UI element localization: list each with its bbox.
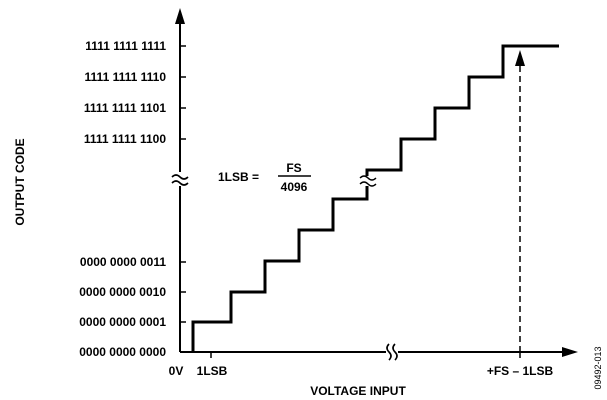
lsb-equation: 1LSB = FS 4096 [218, 161, 311, 194]
equation-lhs: 1LSB = [218, 170, 259, 184]
y-axis-title: OUTPUT CODE [13, 138, 27, 225]
x-tick-label-origin: 0V [169, 364, 184, 378]
x-tick-label-last: +FS – 1LSB [487, 364, 554, 378]
x-axis-arrowhead [562, 347, 578, 357]
staircase-lower [193, 183, 367, 352]
y-code-label: 1111 1111 1100 [84, 132, 166, 146]
equation-numerator: FS [286, 161, 301, 175]
y-axis-arrowhead [175, 8, 185, 24]
full-scale-arrowhead [515, 50, 525, 66]
x-tick-label-first: 1LSB [197, 364, 228, 378]
y-axis-break-symbol [172, 172, 188, 186]
y-code-label: 1111 1111 1111 [85, 39, 166, 53]
y-code-label: 0000 0000 0001 [79, 315, 166, 329]
y-code-label: 0000 0000 0010 [79, 285, 166, 299]
y-code-label: 0000 0000 0000 [79, 345, 166, 359]
y-code-label: 1111 1111 1110 [85, 70, 167, 84]
equation-denominator: 4096 [281, 180, 308, 194]
staircase-upper [367, 46, 559, 176]
x-axis-break-symbol [386, 344, 398, 360]
y-code-label: 1111 1111 1101 [84, 101, 166, 115]
x-axis-title: VOLTAGE INPUT [310, 384, 406, 398]
figure-id: 09492-013 [593, 346, 603, 389]
y-code-label: 0000 0000 0011 [80, 255, 166, 269]
